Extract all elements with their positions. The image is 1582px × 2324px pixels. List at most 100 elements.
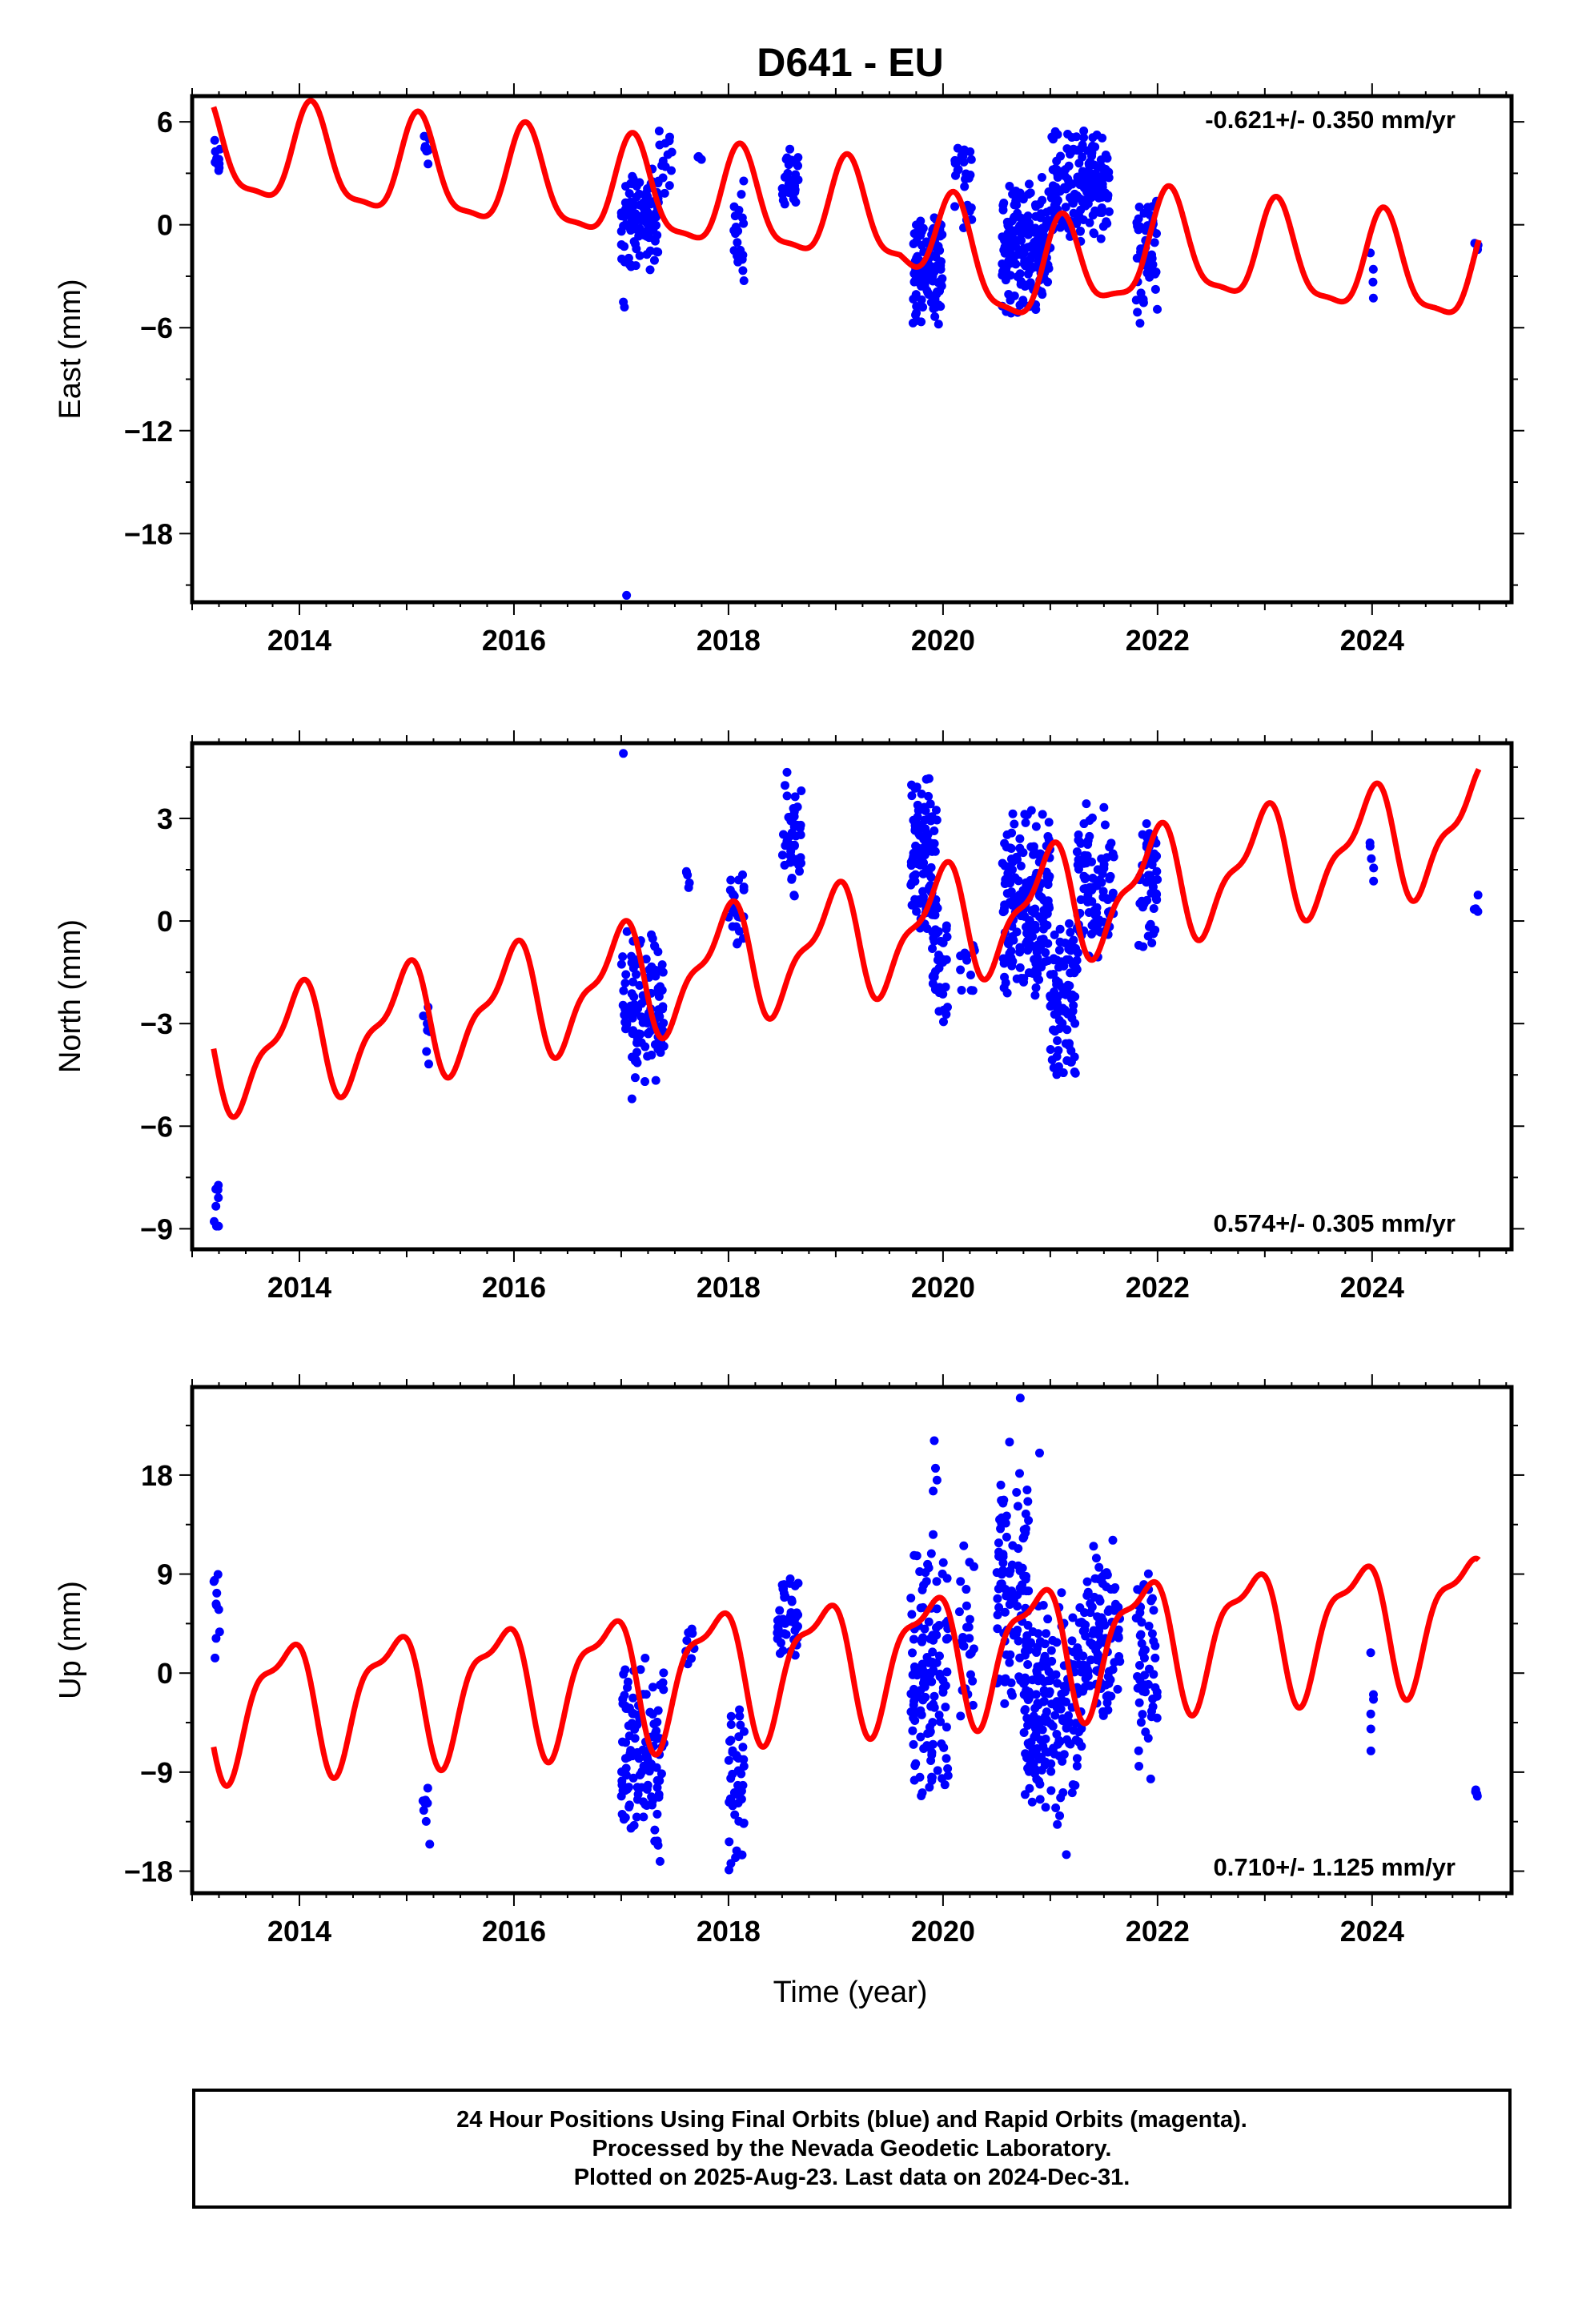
up-data-point [1133, 1671, 1142, 1681]
up-data-point [1052, 1703, 1062, 1712]
up-data-point [728, 1769, 737, 1779]
up-data-point [650, 1825, 660, 1835]
up-outlier-point [1015, 1393, 1025, 1403]
north-data-point [1012, 974, 1022, 983]
east-data-point [694, 151, 704, 161]
east-data-point [912, 308, 921, 318]
up-data-point [211, 1653, 220, 1663]
east-data-point [909, 239, 918, 248]
north-data-point [1135, 899, 1145, 908]
east-data-point [780, 199, 789, 209]
east-data-point [1078, 215, 1088, 224]
north-data-point [1036, 939, 1046, 948]
up-data-point [1055, 1811, 1065, 1820]
east-data-point [998, 205, 1008, 215]
east-data-point [1004, 223, 1014, 232]
north-data-point [616, 959, 626, 969]
up-data-point [1366, 1724, 1375, 1734]
up-data-point [1000, 1699, 1010, 1708]
up-data-point [1027, 1797, 1037, 1807]
up-data-point [1057, 1588, 1066, 1598]
up-data-point [968, 1700, 978, 1710]
east-data-point [646, 199, 656, 209]
east-data-point [1150, 284, 1160, 294]
up-data-point [1098, 1711, 1108, 1720]
up-data-point [639, 1812, 648, 1822]
east-y-tick-label: −12 [124, 415, 173, 448]
east-data-point [928, 270, 938, 279]
up-data-point [421, 1816, 431, 1826]
east-data-point [1004, 257, 1014, 267]
east-data-point [917, 272, 927, 282]
north-outlier-point [627, 1094, 636, 1104]
north-data-point [1095, 875, 1105, 885]
up-data-point [1096, 1614, 1106, 1623]
up-data-point [998, 1566, 1008, 1575]
north-x-tick-label: 2016 [482, 1271, 546, 1304]
north-data-point [1016, 861, 1026, 870]
up-data-point [908, 1648, 917, 1658]
east-data-point [1096, 155, 1106, 165]
up-data-point [909, 1739, 918, 1749]
up-data-point [941, 1703, 950, 1712]
up-y-tick-label: 0 [157, 1657, 173, 1690]
north-data-point [1152, 866, 1162, 876]
north-data-point [938, 1017, 948, 1027]
east-data-point [792, 159, 801, 169]
east-data-point [1134, 202, 1144, 211]
east-data-point [1073, 175, 1082, 185]
up-data-point [726, 1859, 736, 1868]
north-data-point [919, 896, 929, 906]
north-data-point [1087, 897, 1097, 907]
east-data-point [1047, 132, 1057, 142]
east-data-point [739, 176, 749, 186]
up-data-point [1143, 1679, 1153, 1689]
east-data-point [934, 320, 943, 329]
up-data-point [968, 1676, 978, 1686]
up-data-point [652, 1717, 662, 1727]
up-data-point [996, 1579, 1006, 1589]
up-data-point [928, 1647, 938, 1657]
east-data-point [1000, 248, 1010, 258]
up-data-point [1041, 1803, 1050, 1812]
north-data-point [1146, 870, 1155, 880]
up-data-point [906, 1593, 916, 1602]
north-data-point [658, 967, 668, 977]
up-data-point [1014, 1544, 1023, 1554]
north-data-point [1147, 938, 1157, 947]
north-data-point [1367, 854, 1376, 863]
up-data-point [1055, 1737, 1065, 1747]
north-data-point [928, 979, 938, 988]
east-data-point [621, 204, 631, 214]
east-data-point [639, 199, 648, 208]
up-data-point [1366, 1746, 1375, 1755]
north-data-point [777, 850, 787, 860]
east-data-point [1015, 269, 1025, 279]
east-data-point [1051, 198, 1061, 207]
east-data-point [959, 145, 969, 155]
east-data-point [729, 246, 739, 255]
up-data-point [996, 1480, 1006, 1490]
north-data-point [1046, 1044, 1055, 1054]
north-data-point [651, 965, 661, 975]
east-data-point [620, 242, 629, 251]
up-data-point [659, 1685, 669, 1695]
up-data-point [959, 1541, 969, 1550]
east-data-point [793, 153, 803, 163]
north-data-point [912, 895, 921, 905]
north-data-point [1086, 857, 1096, 866]
up-data-point [425, 1839, 435, 1849]
up-data-point [1020, 1790, 1030, 1799]
up-data-point [1094, 1562, 1104, 1572]
north-data-point [1015, 963, 1025, 972]
up-data-point [1033, 1743, 1042, 1753]
east-data-point [960, 182, 970, 191]
east-data-point [645, 246, 655, 255]
east-data-point [1079, 126, 1089, 135]
north-data-point [634, 1029, 644, 1039]
footer-caption: 24 Hour Positions Using Final Orbits (bl… [192, 2089, 1512, 2209]
north-data-point [640, 1042, 650, 1051]
up-data-point [1114, 1602, 1123, 1612]
north-data-point [1365, 842, 1375, 851]
up-data-point [1149, 1606, 1158, 1615]
